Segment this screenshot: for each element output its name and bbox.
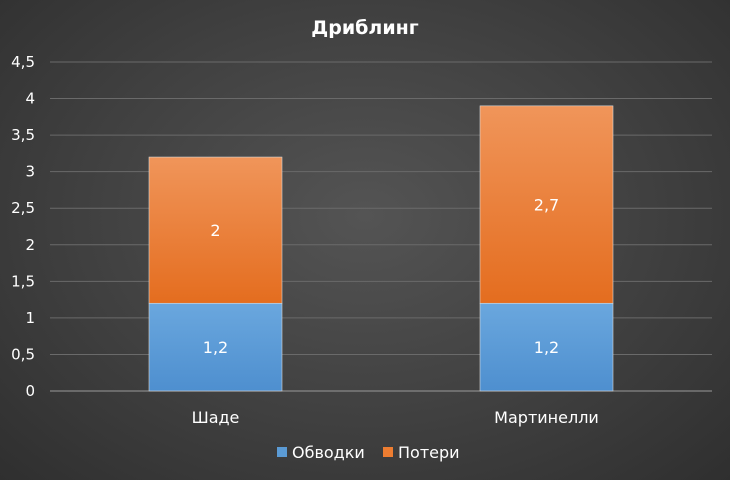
bars bbox=[148, 105, 614, 392]
bar-poteri bbox=[479, 105, 614, 304]
x-category-label: Шаде bbox=[192, 408, 240, 427]
y-axis-ticks: 0 0,5 1 1,5 2 2,5 3 3,5 4 4,5 bbox=[11, 53, 35, 400]
legend: Обводки Потери bbox=[277, 443, 460, 462]
y-tick-label: 4,5 bbox=[11, 53, 35, 71]
data-labels: 1,2 2 1,2 2,7 bbox=[203, 196, 559, 358]
y-tick-label: 1 bbox=[25, 309, 35, 327]
y-tick-label: 4 bbox=[25, 90, 35, 108]
bar-poteri bbox=[148, 156, 283, 304]
y-tick-label: 2 bbox=[25, 236, 35, 254]
data-label: 1,2 bbox=[534, 338, 559, 357]
y-tick-label: 2,5 bbox=[11, 199, 35, 217]
y-tick-label: 3,5 bbox=[11, 126, 35, 144]
y-tick-label: 1,5 bbox=[11, 272, 35, 290]
data-label: 2,7 bbox=[534, 196, 559, 215]
y-tick-label: 0 bbox=[25, 382, 35, 400]
bar-obvodki bbox=[479, 302, 614, 392]
legend-label: Потери bbox=[398, 443, 460, 462]
x-category-label: Мартинелли bbox=[494, 408, 599, 427]
legend-swatch bbox=[383, 447, 393, 457]
legend-label: Обводки bbox=[292, 443, 365, 462]
data-label: 1,2 bbox=[203, 338, 228, 357]
legend-swatch bbox=[277, 447, 287, 457]
y-tick-label: 3 bbox=[25, 163, 35, 181]
data-label: 2 bbox=[210, 221, 220, 240]
x-axis-categories: Шаде Мартинелли bbox=[192, 408, 599, 427]
y-tick-label: 0,5 bbox=[11, 345, 35, 363]
chart-title: Дриблинг bbox=[311, 17, 418, 39]
